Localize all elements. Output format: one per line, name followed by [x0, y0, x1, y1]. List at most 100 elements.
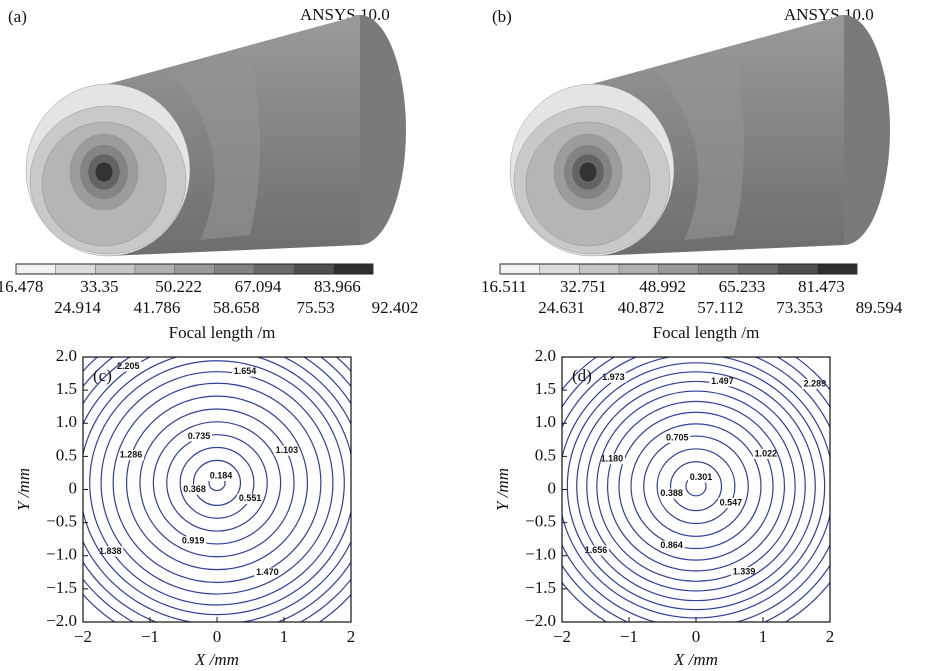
contour-label: 1.180	[601, 454, 624, 464]
colorbar-label: Focal length /m	[653, 323, 760, 342]
colorbar-band	[579, 264, 619, 274]
contour-label: 0.919	[182, 536, 205, 546]
contour-label: 0.735	[188, 431, 211, 441]
y-tick-label: 0.5	[535, 445, 556, 464]
contour-line	[631, 424, 761, 549]
colorbar-tick-label: 57.112	[697, 298, 743, 317]
y-tick-label: −0.5	[525, 512, 556, 531]
colorbar-tick-label: 33.35	[80, 277, 118, 296]
x-axis-label: X /mm	[194, 650, 239, 669]
y-tick-label: 1.5	[535, 379, 556, 398]
colorbar-tick-label: 16.511	[481, 277, 527, 296]
contour-label: 2.289	[804, 378, 827, 388]
panel-label: (b)	[492, 7, 512, 26]
y-tick-label: −1.5	[525, 578, 556, 597]
colorbar-tick-label: 41.786	[134, 298, 181, 317]
x-tick-label: −1	[141, 627, 159, 646]
colorbar-tick-label: 73.353	[776, 298, 823, 317]
y-tick-label: −1.5	[46, 578, 77, 597]
y-tick-label: 0	[548, 478, 557, 497]
x-tick-label: 0	[692, 627, 701, 646]
x-tick-label: −1	[620, 627, 638, 646]
colorbar-tick-label: 58.658	[213, 298, 260, 317]
y-tick-label: 1.0	[535, 412, 556, 431]
colorbar-band	[135, 264, 175, 274]
contour-line	[657, 449, 735, 524]
colorbar-tick-label: 48.992	[639, 277, 686, 296]
contours: 0.1840.3680.5510.7350.9191.1031.2861.470…	[39, 313, 394, 654]
colorbar-tick-label: 75.53	[297, 298, 335, 317]
colorbar-band	[294, 264, 334, 274]
panel-label: (a)	[8, 7, 27, 26]
contour-line	[608, 401, 785, 571]
contour-line	[80, 351, 355, 614]
contour-line	[101, 372, 333, 594]
y-tick-label: −0.5	[46, 512, 77, 531]
contour-label: 0.301	[690, 472, 713, 482]
contour-line	[90, 361, 345, 605]
colorbar-tick-label: 81.473	[798, 277, 845, 296]
colorbar-band	[738, 264, 778, 274]
colorbar-tick-label: 67.094	[235, 277, 282, 296]
x-tick-label: 1	[280, 627, 289, 646]
contour-label: 1.286	[120, 450, 143, 460]
colorbar-band	[16, 264, 56, 274]
contour-label: 0.864	[660, 540, 683, 550]
colorbar-tick-label: 24.631	[538, 298, 585, 317]
x-tick-label: 1	[759, 627, 768, 646]
contour-label: 1.470	[256, 567, 279, 577]
colorbar-tick-label: 92.402	[372, 298, 419, 317]
face-ring	[579, 162, 597, 182]
y-tick-label: 0.5	[56, 445, 77, 464]
contour-label: 1.339	[733, 566, 756, 576]
colorbar-band	[214, 264, 254, 274]
colorbar-band	[95, 264, 135, 274]
contour-line	[567, 363, 824, 610]
colorbar-band	[254, 264, 294, 274]
colorbar-band	[333, 264, 373, 274]
y-tick-label: 0	[69, 478, 78, 497]
y-tick-label: 1.5	[56, 379, 77, 398]
contour-line	[140, 409, 294, 557]
colorbar-tick-label: 40.872	[618, 298, 665, 317]
colorbar-band	[778, 264, 818, 274]
colorbar-tick-label: 16.478	[0, 277, 43, 296]
contour-line	[577, 372, 816, 601]
colorbar-tick-label: 32.751	[560, 277, 607, 296]
panel-label: (c)	[93, 366, 112, 385]
contour-label: 1.838	[99, 546, 122, 556]
contour-label: 0.705	[666, 432, 689, 442]
cylinder	[510, 15, 890, 256]
colorbar-band	[500, 264, 540, 274]
contour-line	[619, 412, 773, 560]
contour-line	[644, 436, 749, 536]
colorbar-band	[619, 264, 659, 274]
contour-line	[671, 462, 722, 511]
y-tick-label: −2.0	[46, 611, 77, 630]
contour-label: 1.973	[602, 372, 625, 382]
colorbar-band	[698, 264, 738, 274]
x-axis-label: X /mm	[673, 650, 718, 669]
contour-line	[113, 383, 321, 582]
colorbar-tick-label: 50.222	[155, 277, 202, 296]
y-tick-label: 1.0	[56, 412, 77, 431]
contour-label: 0.184	[210, 470, 233, 480]
figure: (a)ANSYS 10.016.47824.91433.3541.78650.2…	[0, 0, 925, 671]
y-tick-label: −2.0	[525, 611, 556, 630]
colorbar-tick-label: 89.594	[856, 298, 903, 317]
contour-label: 1.497	[711, 376, 734, 386]
y-axis-label: Y /mm	[493, 468, 512, 511]
y-tick-label: −1.0	[46, 545, 77, 564]
y-tick-label: −1.0	[525, 545, 556, 564]
colorbar-tick-label: 83.966	[314, 277, 361, 296]
contour-label: 0.547	[720, 497, 743, 507]
contour-label: 2.205	[117, 361, 140, 371]
contour-line	[180, 448, 254, 519]
x-tick-label: 2	[826, 627, 835, 646]
colorbar-band	[540, 264, 580, 274]
contour-line	[549, 345, 844, 628]
contour-line	[167, 435, 268, 531]
contour-label: 0.388	[660, 488, 683, 498]
contour-line	[194, 460, 241, 505]
colorbar-band	[175, 264, 215, 274]
